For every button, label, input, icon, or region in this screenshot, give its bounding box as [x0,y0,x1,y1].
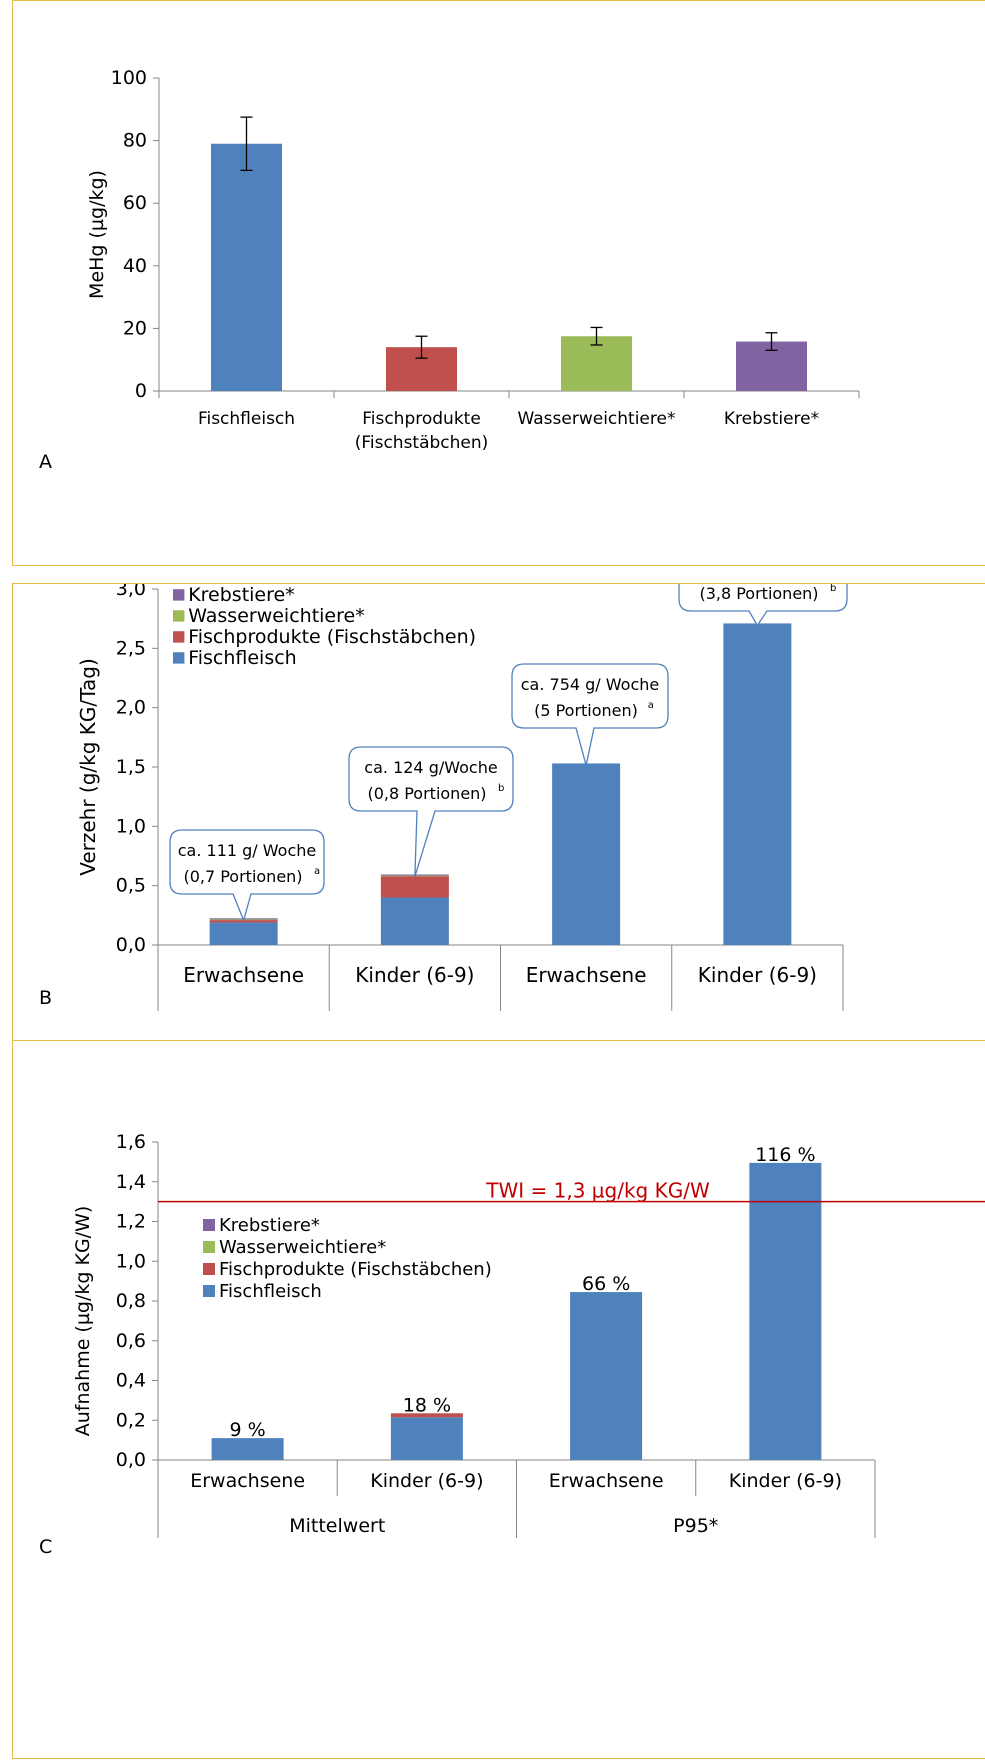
y-tick-label: 0 [135,380,147,402]
y-tick-label: 20 [123,317,147,339]
category-label: Erwachsene [549,1470,664,1492]
annotation-line2: (3,8 Portionen) [699,584,818,603]
y-axis-label: MeHg (µg/kg) [86,170,108,299]
panel-letter: B [39,987,52,1009]
bar-segment [723,623,792,945]
group-label: P95* [673,1515,718,1537]
legend-swatch [173,589,185,601]
bar-segment [211,1438,284,1460]
y-tick-label: 40 [123,255,147,277]
legend-swatch [173,631,185,643]
y-tick-label: 0,2 [116,1409,146,1431]
category-label: Fischfleisch [198,409,295,429]
bar-segment [749,1162,822,1460]
category-label: Erwachsene [183,963,304,987]
twi-label: TWI = 1,3 µg/kg KG/W [485,1179,710,1203]
y-tick-label: 1,0 [116,815,146,837]
category-label: Wasserweichtiere* [518,409,676,429]
legend-swatch [203,1263,215,1275]
category-label: Erwachsene [190,1470,305,1492]
bar-segment [390,1413,463,1418]
bar-value-label: 9 % [230,1419,266,1441]
annotation-callout [169,829,325,923]
annotation-callout [348,746,514,877]
chart-a: 0 20 40 60 80 100 MeHg (µg/kg) Fischfleisch Fisc… [39,67,860,473]
legend-label: Krebstiere* [188,584,295,606]
bar-segment [380,876,449,898]
y-tick-label: 60 [123,192,147,214]
legend-swatch [203,1285,215,1297]
y-tick-label: 1,4 [116,1171,146,1193]
y-tick-label: 80 [123,130,147,152]
panel-c: 0,0 0,2 0,4 0,6 0,8 1,0 1,2 1,4 1,6 Aufnahme (µg/… [12,1040,985,1759]
annotation-superscript: a [648,700,654,711]
category-label: Kinder (6-9) [370,1470,483,1492]
legend-label: Wasserweichtiere* [219,1237,386,1258]
legend-swatch [173,652,185,664]
annotation-callout [678,584,848,627]
annotation-superscript: b [498,783,504,794]
y-tick-label: 100 [111,67,147,89]
legend-label: Fischprodukte (Fischstäbchen) [219,1259,492,1280]
bar-segment [390,1417,463,1460]
chart-b: 0,0 0,5 1,0 1,5 2,0 2,5 3,0 Verzehr (g/kg KG/Ta… [39,584,848,1011]
annotation-line2: (0,8 Portionen) [367,784,486,803]
annotation-line1: ca. 111 g/ Woche [178,841,316,860]
legend-swatch [203,1219,215,1231]
bar-segment [570,1292,643,1460]
legend-label: Wasserweichtiere* [188,605,365,627]
annotation-callout [511,663,669,766]
panel-b: 0,0 0,5 1,0 1,5 2,0 2,5 3,0 Verzehr (g/kg KG/Ta… [12,583,985,1111]
bar-value-label: 116 % [755,1144,815,1166]
bar-value-label: 18 % [403,1394,451,1416]
annotation-superscript: b [830,584,836,594]
group-label: Mittelwert [289,1515,385,1537]
y-tick-label: 1,5 [116,756,146,778]
y-tick-label: 3,0 [116,584,146,600]
category-label: (Fischstäbchen) [355,433,489,453]
panel-letter: A [39,451,52,473]
y-tick-label: 2,5 [116,637,146,659]
bar-segment [380,897,449,945]
y-tick-label: 1,2 [116,1211,146,1233]
bar-segment [552,763,621,945]
annotation-line2: (0,7 Portionen) [183,867,302,886]
panel-a: 0 20 40 60 80 100 MeHg (µg/kg) Fischfleisch Fisc… [12,0,985,566]
category-label: Fischprodukte [362,409,481,429]
y-axis-label: Aufnahme (µg/kg KG/W) [72,1206,94,1437]
category-label: Kinder (6-9) [355,963,474,987]
y-tick-label: 2,0 [116,697,146,719]
y-axis-label: Verzehr (g/kg KG/Tag) [76,658,100,876]
category-label: Kinder (6-9) [698,963,817,987]
legend-swatch [173,610,185,622]
bar-segment [209,922,278,945]
y-tick-label: 1,6 [116,1131,146,1153]
legend-swatch [203,1241,215,1253]
legend-label: Fischprodukte (Fischstäbchen) [188,626,476,648]
category-label: Krebstiere* [724,409,819,429]
category-label: Erwachsene [526,963,647,987]
annotation-line1: ca. 124 g/Woche [364,758,497,777]
y-tick-label: 0,0 [116,934,146,956]
legend-label: Fischfleisch [188,647,297,669]
annotation-line1: ca. 754 g/ Woche [521,675,659,694]
bar [211,143,282,391]
y-tick-label: 0,5 [116,875,146,897]
panel-letter: C [39,1536,52,1558]
y-tick-label: 0,8 [116,1290,146,1312]
legend-label: Krebstiere* [219,1215,320,1236]
annotation-line2: (5 Portionen) [534,701,638,720]
y-tick-label: 0,6 [116,1330,146,1352]
legend-label: Fischfleisch [219,1281,322,1302]
y-tick-label: 0,0 [116,1449,146,1471]
chart-c: 0,0 0,2 0,4 0,6 0,8 1,0 1,2 1,4 1,6 Aufnahme (µg/… [39,1131,985,1558]
y-tick-label: 1,0 [116,1250,146,1272]
y-tick-label: 0,4 [116,1370,146,1392]
category-label: Kinder (6-9) [729,1470,842,1492]
bar-value-label: 66 % [582,1273,630,1295]
annotation-superscript: a [314,866,320,877]
